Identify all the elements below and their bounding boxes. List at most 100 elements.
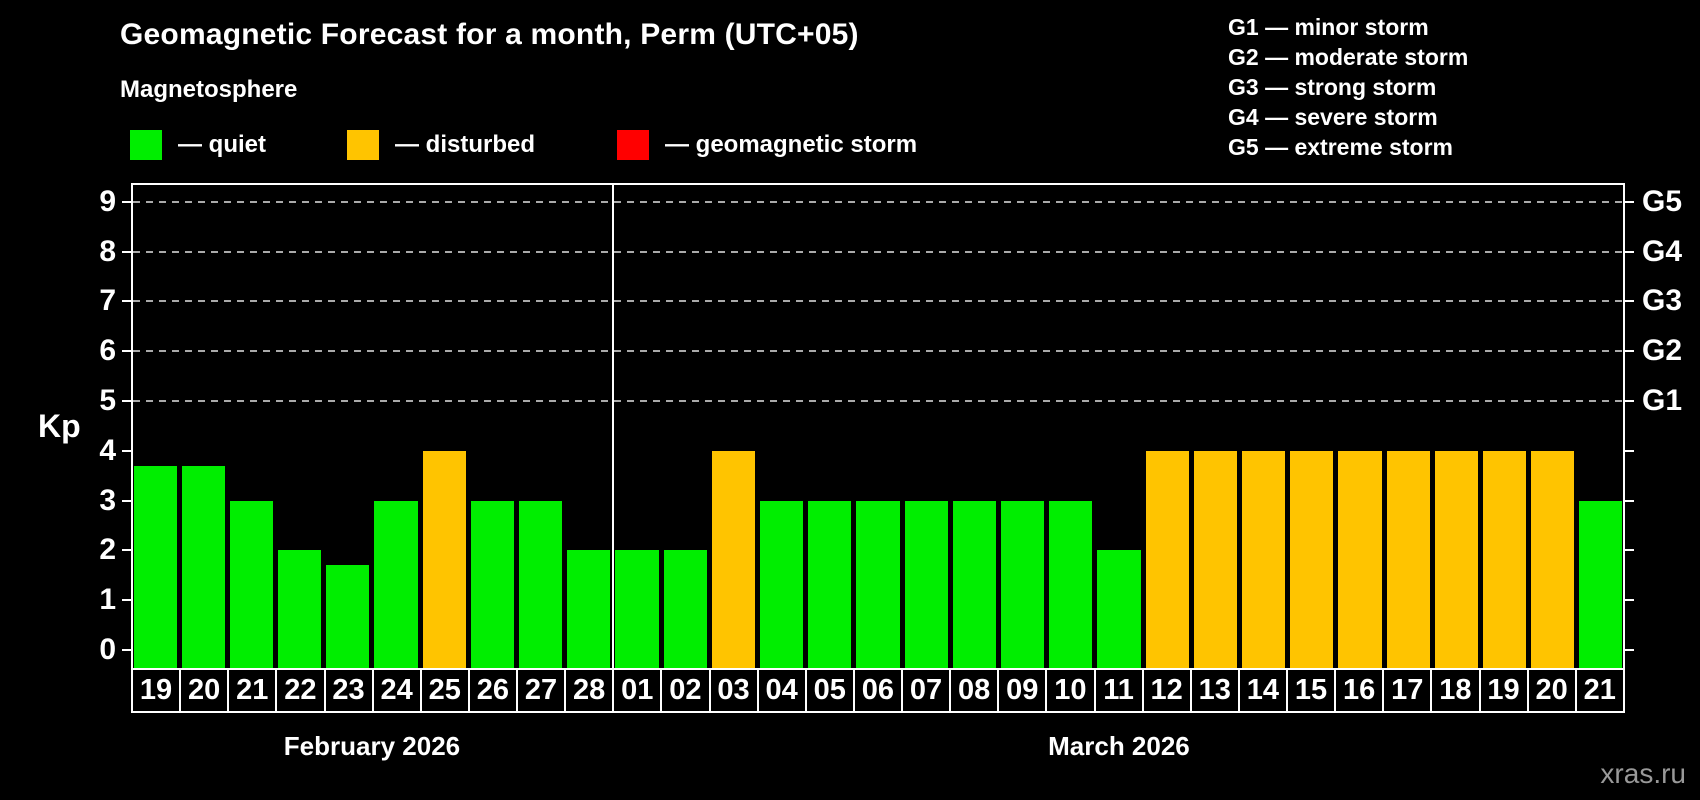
day-label-box: 07 <box>901 668 952 713</box>
kp-bar-day-21 <box>1579 500 1623 668</box>
y-axis-tick-label: 0 <box>99 633 116 666</box>
kp-bar-day-21 <box>229 500 274 668</box>
g-scale-label-g5: G5 <box>1642 184 1683 218</box>
kp-bar-day-05 <box>808 500 852 668</box>
day-label-box: 16 <box>1334 668 1385 713</box>
right-axis-tick <box>1625 300 1634 303</box>
legend-item-disturbed: — disturbed <box>347 130 535 160</box>
day-label-box: 20 <box>179 668 230 713</box>
day-label-box: 09 <box>997 668 1048 713</box>
y-axis-tick-label: 4 <box>99 433 116 467</box>
kp-bar-day-24 <box>374 500 418 668</box>
right-axis-tick <box>1625 549 1634 552</box>
kp-bar-day-23 <box>326 565 370 668</box>
day-label-box: 04 <box>756 668 807 713</box>
y-axis-tick <box>122 350 131 353</box>
gridline-kp8 <box>133 250 1623 253</box>
plot-layers: 0 1 2 3 4 5 6 7 8 9 G1 G2 G3 G4 G5 19 20 21 22 23 24 25 26 27 28… <box>99 183 1682 761</box>
g-legend-line-g3: G3 — strong storm <box>1228 74 1437 100</box>
g-scale-legend: G1 — minor storm G2 — moderate storm G3 … <box>1228 12 1468 162</box>
disturbed-color-swatch <box>347 130 379 160</box>
kp-bar-day-01 <box>615 550 659 668</box>
kp-bar-day-02 <box>663 550 707 668</box>
right-axis-tick <box>1625 599 1634 602</box>
kp-bar-day-08 <box>952 500 996 668</box>
day-label-box: 27 <box>516 668 567 713</box>
kp-bar-day-19 <box>1482 450 1527 668</box>
day-label-box: 19 <box>1478 668 1529 713</box>
day-label-box: 21 <box>1574 668 1625 713</box>
kp-bar-day-07 <box>904 500 948 668</box>
g-scale-label-g3: G3 <box>1642 284 1683 318</box>
kp-bar-day-15 <box>1290 450 1334 668</box>
gridline-kp9 <box>133 200 1623 203</box>
legend-item-quiet: — quiet <box>130 130 266 160</box>
kp-bar-day-14 <box>1241 450 1286 668</box>
kp-bar-day-11 <box>1097 550 1141 668</box>
right-axis-tick <box>1625 200 1634 203</box>
kp-bar-day-10 <box>1049 500 1093 668</box>
day-label-box: 21 <box>227 668 278 713</box>
day-label-box: 22 <box>275 668 326 713</box>
kp-bar-day-19 <box>133 465 177 668</box>
watermark: xras.ru <box>1600 758 1686 789</box>
gridline-kp7 <box>133 300 1623 303</box>
g-legend-line-g5: G5 — extreme storm <box>1228 134 1453 160</box>
y-axis-tick <box>122 449 131 452</box>
kp-bar-day-09 <box>1000 500 1045 668</box>
kp-bar-day-25 <box>422 450 466 668</box>
day-label-box: 19 <box>131 668 182 713</box>
month-label-0: February 2026 <box>283 731 461 761</box>
kp-bar-day-27 <box>519 500 563 668</box>
day-label-box: 26 <box>467 668 518 713</box>
y-axis-tick-label: 8 <box>99 234 116 268</box>
kp-bar-day-28 <box>567 550 611 668</box>
legend-label-quiet: — quiet <box>178 131 266 158</box>
day-label-box: 05 <box>804 668 855 713</box>
y-axis-title: Kp <box>38 408 81 444</box>
y-axis-tick <box>122 200 131 203</box>
month-divider-line <box>611 183 614 668</box>
day-label-box: 18 <box>1430 668 1481 713</box>
y-axis-tick <box>122 300 131 303</box>
gridline-kp6 <box>133 350 1623 353</box>
legend-item-storm: — geomagnetic storm <box>617 130 917 160</box>
month-label-1: March 2026 <box>1048 731 1190 761</box>
kp-bar-day-20 <box>181 465 225 668</box>
g-scale-label-g2: G2 <box>1642 334 1683 368</box>
right-axis-tick <box>1625 350 1634 353</box>
day-label-box: 23 <box>323 668 374 713</box>
day-label-box: 01 <box>612 668 663 713</box>
y-axis-tick-label: 1 <box>99 583 116 617</box>
day-label-box: 14 <box>1237 668 1288 713</box>
y-axis-tick <box>122 250 131 253</box>
right-axis-tick <box>1625 250 1634 253</box>
day-label-box: 25 <box>419 668 470 713</box>
day-label-box: 06 <box>852 668 903 713</box>
chart-plot-area: 0 1 2 3 4 5 6 7 8 9 G1 G2 G3 G4 G5 19 20 21 22 23 24 25 26 27 28… <box>99 183 1682 761</box>
kp-bar-day-06 <box>856 500 900 668</box>
kp-bar-day-16 <box>1338 450 1382 668</box>
legend-label-disturbed: — disturbed <box>395 131 536 158</box>
day-label-box: 13 <box>1189 668 1240 713</box>
kp-bar-day-17 <box>1386 450 1430 668</box>
kp-bar-day-26 <box>470 500 515 668</box>
x-axis-day-row: 19 20 21 22 23 24 25 26 27 28 01 02 03 04 05 06 07 08 09 10… <box>131 668 1625 713</box>
day-label-box: 11 <box>1093 668 1144 713</box>
y-axis-tick-label: 9 <box>99 184 116 218</box>
y-axis-tick-label: 2 <box>99 533 116 567</box>
right-axis-tick <box>1625 449 1634 452</box>
kp-bar-day-12 <box>1145 450 1189 668</box>
y-axis-tick <box>122 549 131 552</box>
legend-label-storm: — geomagnetic storm <box>665 131 918 158</box>
y-axis-tick-label: 3 <box>99 483 116 517</box>
g-scale-label-g1: G1 <box>1642 384 1683 417</box>
kp-bar-day-20 <box>1531 450 1575 668</box>
y-axis-tick <box>122 649 131 651</box>
y-axis-tick-label: 5 <box>99 384 116 417</box>
day-label-box: 03 <box>708 668 759 713</box>
right-axis-tick <box>1625 400 1634 402</box>
kp-bar-day-22 <box>278 550 322 668</box>
day-label-box: 02 <box>660 668 711 713</box>
gridline-kp5 <box>133 400 1623 402</box>
